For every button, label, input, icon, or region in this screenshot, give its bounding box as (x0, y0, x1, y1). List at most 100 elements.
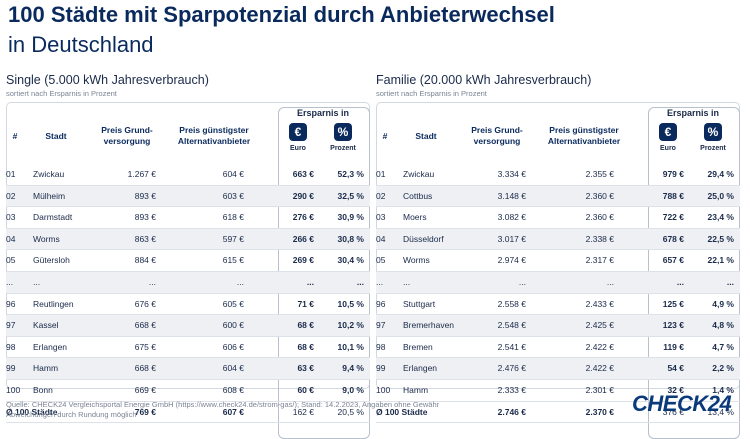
cell-rank: 100 (376, 384, 391, 395)
header-number: # (12, 131, 18, 141)
cell-grundversorgung-price: 3.082 € (497, 212, 526, 223)
cell-rank: 01 (376, 169, 386, 179)
table-row: 03 Darmstadt 893 € 618 € 276 € 30,9 % (6, 207, 370, 229)
cell-city: Bremen (403, 341, 433, 352)
cell-savings-percent: 10,2 % (337, 320, 364, 331)
cell-rank: 04 (6, 233, 16, 244)
cell-rank: ... (376, 276, 384, 287)
cell-savings-euro: 663 € (292, 169, 314, 179)
cell-grundversorgung-price: 2.558 € (497, 298, 526, 309)
cell-alternative-price: 603 € (222, 190, 244, 201)
page-subtitle: in Deutschland (8, 32, 154, 57)
cell-grundversorgung-price: 2.333 € (497, 384, 526, 395)
cell-city: Zwickau (403, 169, 435, 179)
cell-alternative-price: 2.433 € (585, 298, 614, 309)
cell-savings-percent: 22,5 % (707, 233, 734, 244)
header-grundversorgung: Preis Grund- versorgung (471, 125, 523, 146)
cell-savings-percent: 4,8 % (712, 320, 734, 331)
cell-savings-percent: 30,4 % (337, 255, 364, 266)
cell-city: Bonn (33, 384, 53, 395)
cell-savings-euro: 266 € (292, 233, 314, 244)
panel-subtitle: sortiert nach Ersparnis in Prozent (6, 89, 117, 98)
table-row: 99 Hamm 668 € 604 € 63 € 9,4 % (6, 358, 370, 380)
cell-alternative-price: 2.360 € (585, 212, 614, 223)
cell-alternative-price: 2.338 € (585, 233, 614, 244)
table-row: 98 Bremen 2.541 € 2.422 € 119 € 4,7 % (376, 337, 740, 359)
cell-savings-euro: 722 € (662, 212, 684, 223)
cell-alternative-price: 2.355 € (585, 169, 614, 179)
cell-savings-euro: 71 € (297, 298, 314, 309)
cell-grundversorgung-price: ... (518, 276, 526, 287)
cell-savings-euro: 979 € (662, 169, 684, 179)
panel-title: Single (5.000 kWh Jahresverbrauch) (6, 73, 209, 87)
cell-grundversorgung-price: 2.476 € (497, 363, 526, 374)
cell-savings-euro: 119 € (663, 341, 684, 352)
check24-logo: CHECK24 (632, 391, 732, 416)
cell-grundversorgung-price: 2.974 € (497, 255, 526, 266)
table-row: 04 Düsseldorf 3.017 € 2.338 € 678 € 22,5 % (376, 228, 740, 251)
cell-city: Hamm (33, 363, 59, 374)
cell-grundversorgung-price: 3.334 € (497, 169, 526, 179)
percent-icon: % (704, 123, 722, 141)
total-savings-percent: 20,5 % (337, 406, 364, 417)
cell-grundversorgung-price: 884 € (134, 255, 156, 266)
table-row: 04 Worms 863 € 597 € 266 € 30,8 % (6, 228, 370, 251)
cell-rank: 96 (6, 298, 16, 309)
total-savings-euro: 162 € (292, 406, 314, 417)
cell-city: Zwickau (33, 169, 65, 179)
cell-savings-euro: 125 € (662, 298, 684, 309)
cell-city: ... (33, 276, 41, 287)
table-row: 98 Erlangen 675 € 606 € 68 € 10,1 % (6, 337, 370, 359)
cell-city: Cottbus (403, 190, 433, 201)
cell-city: Moers (403, 212, 427, 223)
header-city: Stadt (45, 131, 67, 141)
cell-savings-percent: 10,1 % (337, 341, 364, 352)
table-row: 05 Worms 2.974 € 2.317 € 657 € 22,1 % (376, 250, 740, 272)
cell-savings-euro: 68 € (297, 320, 314, 331)
cell-rank: 97 (376, 320, 386, 331)
percent-label: Prozent (700, 145, 726, 152)
cell-city: Stuttgart (403, 298, 436, 309)
cell-alternative-price: 597 € (222, 233, 244, 244)
total-savings-percent: 13,4 % (707, 406, 734, 417)
cell-city: Erlangen (403, 363, 438, 374)
cell-savings-euro: 290 € (292, 190, 314, 201)
cell-grundversorgung-price: 3.148 € (497, 190, 526, 201)
cell-grundversorgung-price: 893 € (134, 190, 156, 201)
percent-icon: % (334, 123, 352, 141)
cell-grundversorgung-price: 2.548 € (497, 320, 526, 331)
cell-savings-percent: 9,0 % (342, 384, 364, 395)
cell-savings-percent: 25,0 % (707, 190, 734, 201)
cell-savings-euro: 54 € (667, 363, 684, 374)
table-row: 96 Stuttgart 2.558 € 2.433 € 125 € 4,9 % (376, 294, 740, 316)
cell-grundversorgung-price: 893 € (134, 212, 156, 223)
cell-savings-euro: 63 € (297, 363, 314, 374)
panel-single: Single (5.000 kWh Jahresverbrauch) sortie… (6, 72, 370, 439)
cell-savings-euro: 123 € (662, 320, 684, 331)
cell-alternative-price: 604 € (222, 169, 244, 179)
cell-savings-percent: 4,7 % (712, 341, 734, 352)
panel-subtitle: sortiert nach Ersparnis in Prozent (376, 89, 487, 98)
euro-label: Euro (290, 145, 306, 152)
ersparnis-heading: Ersparnis in (288, 108, 358, 118)
table-row: 02 Mülheim 893 € 603 € 290 € 32,5 % (6, 185, 370, 208)
cell-grundversorgung-price: 2.541 € (497, 341, 526, 352)
cell-savings-percent: 32,5 % (337, 190, 364, 201)
cell-alternative-price: 2.422 € (585, 341, 614, 352)
cell-city: Düsseldorf (403, 233, 444, 244)
table-row: .................. (376, 271, 740, 294)
cell-alternative-price: 2.422 € (585, 363, 614, 374)
total-grundversorgung-price: 2.746 € (497, 406, 526, 417)
cell-rank: 96 (376, 298, 386, 309)
total-rank: Ø 100 Städte (6, 406, 58, 417)
cell-alternative-price: 600 € (222, 320, 244, 331)
cell-rank: 99 (6, 363, 16, 374)
cell-alternative-price: 618 € (222, 212, 244, 223)
cell-savings-percent: 29,4 % (707, 169, 734, 179)
cell-grundversorgung-price: 863 € (134, 233, 156, 244)
cell-grundversorgung-price: 675 € (134, 341, 156, 352)
table-row: 100 Bonn 669 € 608 € 60 € 9,0 % (6, 380, 370, 402)
rounding-note: Abweichungen durch Rundung möglich (6, 410, 137, 419)
cell-rank: 01 (6, 169, 16, 179)
table-body: 01 Zwickau 1.267 € 604 € 663 € 52,3 % 02 Mülhei… (6, 164, 370, 424)
